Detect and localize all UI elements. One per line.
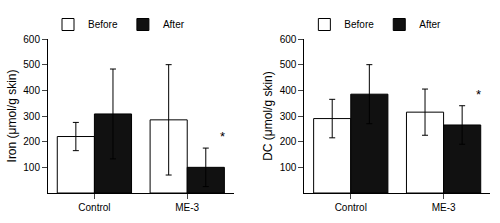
svg-text:ME-3: ME-3 <box>432 202 456 213</box>
svg-text:400: 400 <box>23 85 40 96</box>
svg-text:Control: Control <box>335 202 367 213</box>
svg-text:Before: Before <box>88 19 118 30</box>
svg-text:*: * <box>220 129 225 144</box>
svg-text:500: 500 <box>23 59 40 70</box>
svg-text:100: 100 <box>280 162 297 173</box>
svg-text:Before: Before <box>344 19 374 30</box>
svg-text:ME-3: ME-3 <box>175 202 199 213</box>
svg-text:DC (μmol/g skin): DC (μmol/g skin) <box>261 71 275 161</box>
svg-text:200: 200 <box>23 136 40 147</box>
svg-text:200: 200 <box>280 136 297 147</box>
svg-text:After: After <box>163 19 185 30</box>
svg-text:500: 500 <box>280 59 297 70</box>
svg-text:Control: Control <box>78 202 110 213</box>
svg-text:400: 400 <box>280 85 297 96</box>
svg-text:600: 600 <box>23 34 40 45</box>
svg-text:Iron (μmol/g skin): Iron (μmol/g skin) <box>5 70 19 163</box>
svg-text:300: 300 <box>280 111 297 122</box>
svg-text:600: 600 <box>280 34 297 45</box>
svg-text:After: After <box>419 19 441 30</box>
svg-text:*: * <box>476 87 481 102</box>
svg-text:100: 100 <box>23 162 40 173</box>
svg-text:300: 300 <box>23 111 40 122</box>
